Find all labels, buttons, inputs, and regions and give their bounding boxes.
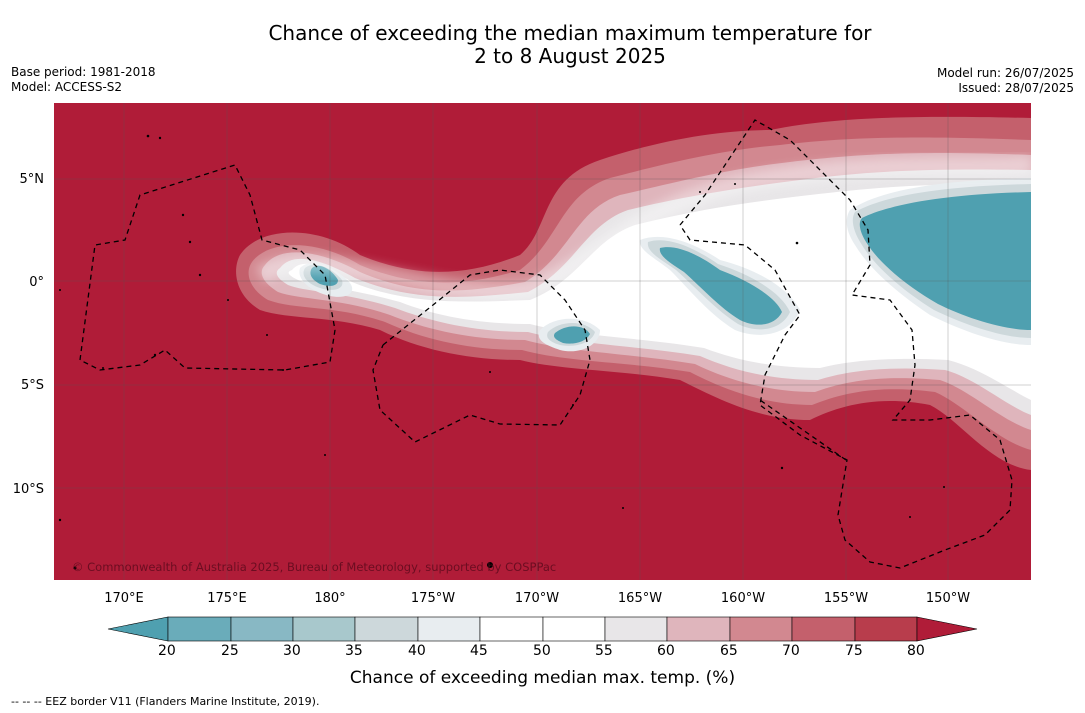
meta-right: Model run: 26/07/2025 Issued: 28/07/2025 xyxy=(937,66,1074,96)
colorbar-bin xyxy=(354,616,419,642)
colorbar-tick: 60 xyxy=(657,643,675,659)
colorbar-tick: 30 xyxy=(283,643,301,659)
lon-labels: 170°E 175°E 180° 175°W 170°W 165°W 160°W… xyxy=(104,591,970,606)
colorbar-tick: 25 xyxy=(221,643,239,659)
contour-layer-45-55 xyxy=(288,184,1031,400)
lon-label: 180° xyxy=(314,591,345,606)
lon-label: 165°W xyxy=(618,591,662,606)
colorbar-tick: 50 xyxy=(533,643,551,659)
colorbar-tick: 55 xyxy=(595,643,613,659)
colorbar-bin xyxy=(417,616,481,642)
title-line-1: Chance of exceeding the median maximum t… xyxy=(268,21,872,45)
lat-label: 0° xyxy=(29,275,44,290)
model-run-text: Model run: 26/07/2025 xyxy=(936,66,1074,80)
graticule xyxy=(54,103,1031,580)
colorbar-bin xyxy=(167,616,232,642)
lon-label: 175°E xyxy=(207,591,247,606)
chart-title: Chance of exceeding the median maximum t… xyxy=(0,22,1085,68)
colorbar-tick: 70 xyxy=(782,643,800,659)
base-period-text: Base period: 1981-2018 xyxy=(11,65,156,79)
colorbar-bin xyxy=(230,616,294,642)
islands xyxy=(58,134,945,570)
footnote: -- -- -- EEZ border V11 (Flanders Marine… xyxy=(11,695,320,708)
lon-label: 175°W xyxy=(411,591,455,606)
colorbar-bin xyxy=(854,616,918,642)
colorbar-tick: 20 xyxy=(158,643,176,659)
colorbar-bin xyxy=(542,616,606,642)
lat-label: 5°N xyxy=(20,172,45,187)
lat-label: 5°S xyxy=(21,378,44,393)
colorbar-bin xyxy=(729,616,793,642)
colorbar-bin xyxy=(604,616,668,642)
issued-text: Issued: 28/07/2025 xyxy=(958,81,1074,95)
contour-layer-below-35 xyxy=(310,192,1031,344)
lon-label: 155°W xyxy=(824,591,868,606)
colorbar-extend-high xyxy=(916,616,978,642)
colorbar-title: Chance of exceeding median max. temp. (%… xyxy=(349,668,736,688)
colorbar-tick: 75 xyxy=(845,643,863,659)
colorbar-tick: 80 xyxy=(907,643,925,659)
colorbar xyxy=(107,616,978,642)
colorbar-bin xyxy=(292,616,356,642)
colorbar-bin xyxy=(479,616,544,642)
lat-label: 10°S xyxy=(13,482,44,497)
colorbar-tick: 40 xyxy=(408,643,426,659)
lon-label: 150°W xyxy=(926,591,970,606)
lat-labels: 5°N 0° 5°S 10°S xyxy=(13,172,44,497)
colorbar-extend-low xyxy=(107,616,169,642)
meta-left: Base period: 1981-2018 Model: ACCESS-S2 xyxy=(11,65,156,95)
lon-label: 160°W xyxy=(721,591,765,606)
colorbar-bin xyxy=(666,616,731,642)
colorbar-bin xyxy=(791,616,856,642)
eez-borders xyxy=(79,119,1013,569)
copyright-text: © Commonwealth of Australia 2025, Bureau… xyxy=(72,560,556,574)
smoothing-overlay xyxy=(255,156,1031,301)
model-text: Model: ACCESS-S2 xyxy=(11,80,123,94)
lon-label: 170°E xyxy=(104,591,144,606)
lon-label: 170°W xyxy=(515,591,559,606)
colorbar-tick: 45 xyxy=(470,643,488,659)
colorbar-tick: 65 xyxy=(720,643,738,659)
title-line-2: 2 to 8 August 2025 xyxy=(474,44,666,68)
colorbar-tick: 35 xyxy=(345,643,363,659)
